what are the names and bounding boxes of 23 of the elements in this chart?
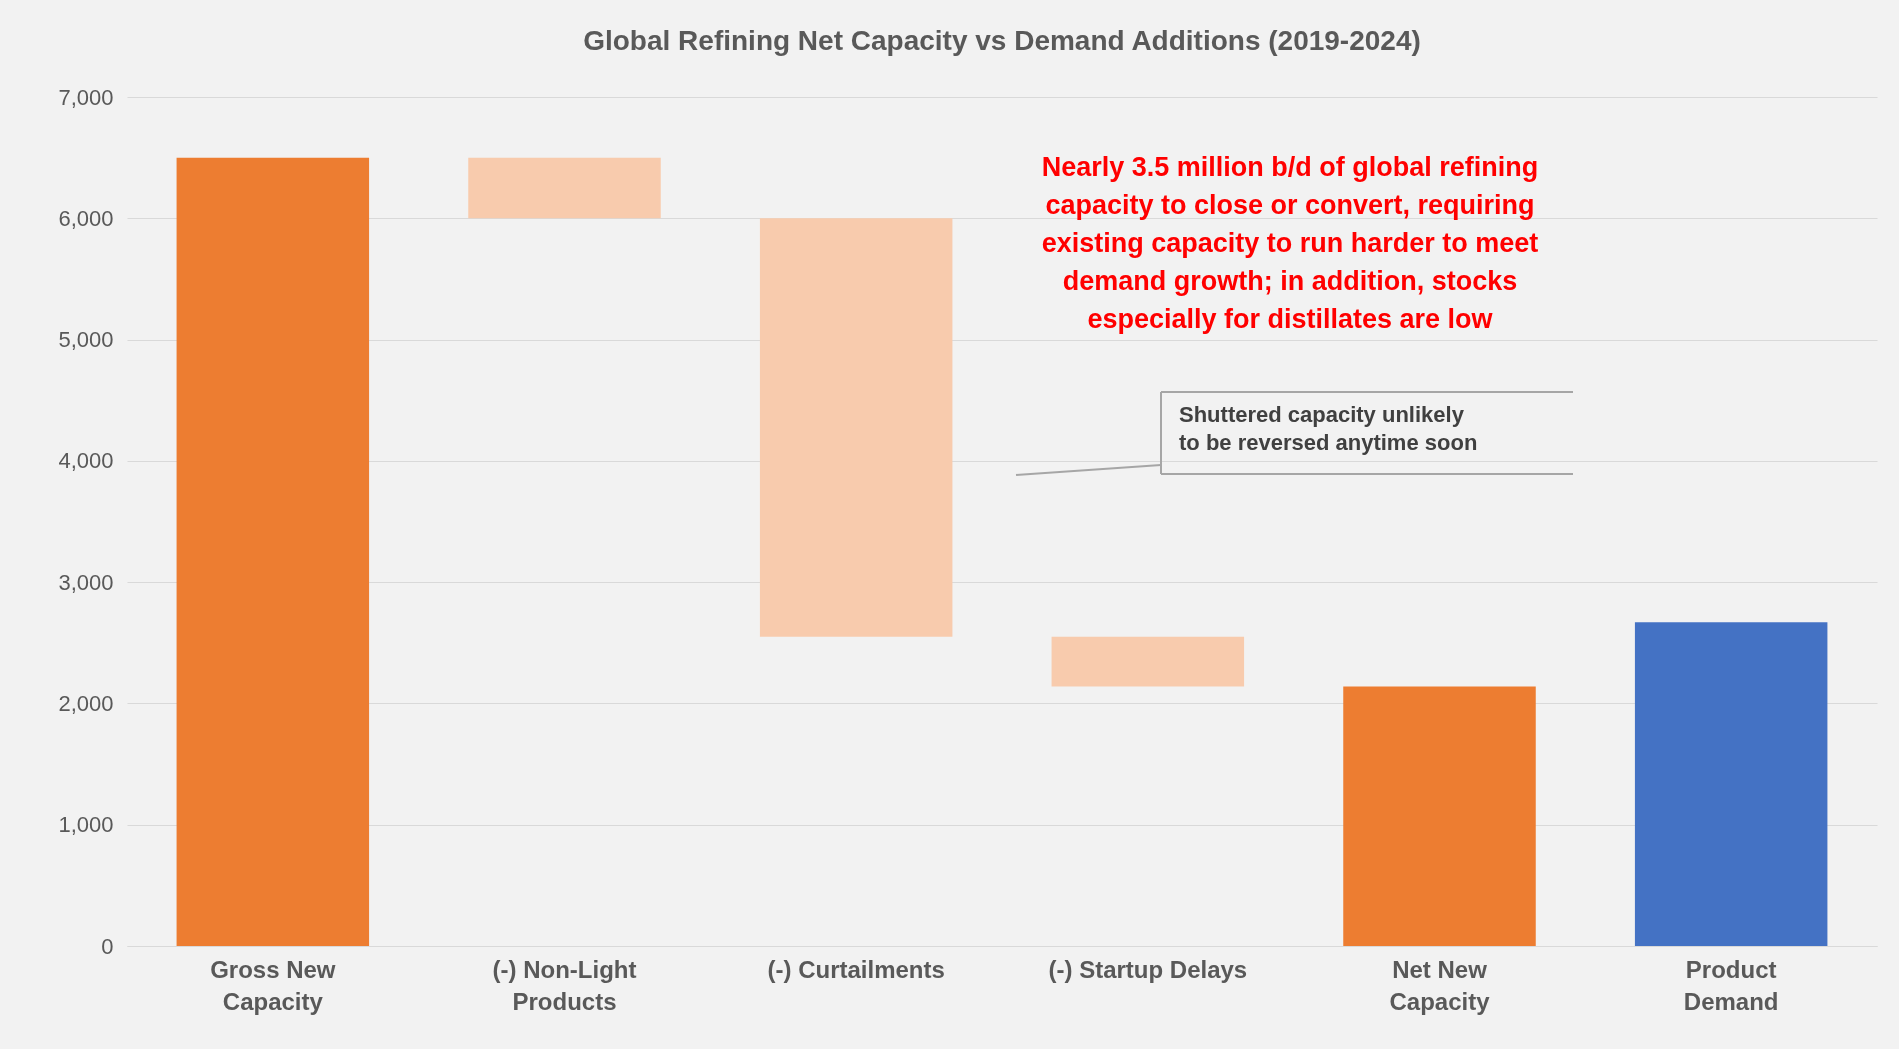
y-tick-label: 5,000 (58, 327, 114, 353)
chart-title: Global Refining Net Capacity vs Demand Additions (2019-2024) (583, 25, 1421, 56)
y-tick-label: 6,000 (58, 205, 114, 231)
y-tick-label: 1,000 (58, 812, 114, 838)
y-tick-label: 0 (101, 933, 114, 959)
bar (468, 157, 661, 219)
x-tick-label: Gross New Capacity (210, 955, 336, 1015)
bar (1343, 686, 1536, 946)
y-tick-label: 3,000 (58, 569, 114, 595)
annotation: Shuttered capacity unlikely to be reversed anytime soon (1179, 402, 1478, 455)
bar (1634, 622, 1828, 946)
y-tick-label: 2,000 (58, 690, 114, 716)
annotation: Nearly 3.5 million b/d of global refining capacity to close or convert, requiring existing capacity to run harder to meet demand growth; in addition, stocks especially for distillates are low (1041, 152, 1539, 334)
x-tick-label: Net New Capacity (1389, 955, 1491, 1015)
x-tick-label: (-) Curtailments (767, 955, 945, 983)
x-tick-label: (-) Startup Delays (1048, 955, 1248, 983)
x-tick-label: Product Demand (1683, 955, 1779, 1015)
bar (176, 157, 370, 946)
bar (759, 218, 953, 637)
x-tick-label: (-) Non-Light Products (492, 955, 637, 1015)
y-tick-label: 4,000 (58, 448, 114, 474)
bar (1051, 636, 1245, 687)
y-tick-label: 7,000 (58, 84, 114, 110)
